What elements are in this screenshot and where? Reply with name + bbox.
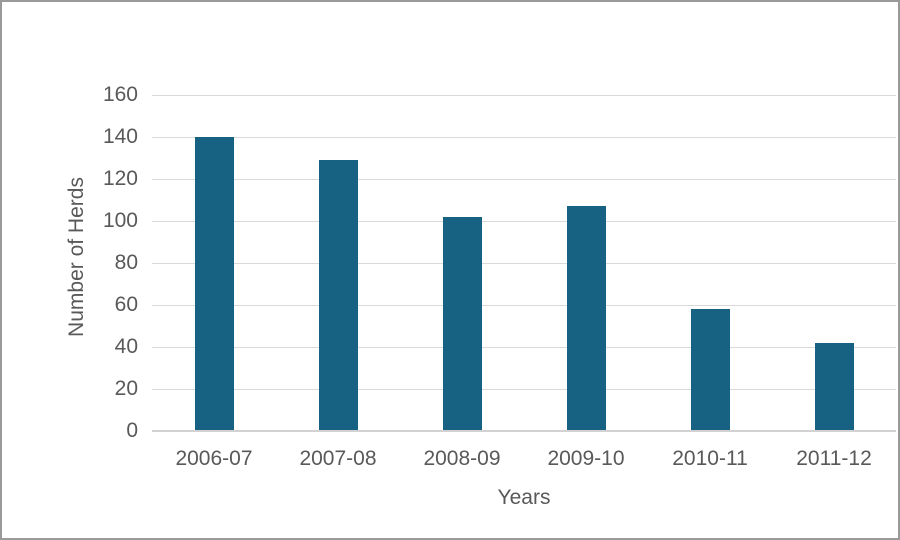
y-tick-label: 40 — [114, 335, 138, 358]
gridline — [152, 220, 896, 222]
x-tick-label: 2006-07 — [175, 447, 253, 470]
x-axis-line — [152, 430, 896, 432]
bar — [442, 216, 482, 431]
x-tick-label: 2010-11 — [672, 447, 748, 470]
gridline — [152, 178, 896, 180]
y-tick-label: 140 — [102, 125, 138, 148]
x-tick-label: 2007-08 — [299, 447, 377, 470]
bar — [318, 160, 358, 431]
y-tick-label: 100 — [102, 209, 138, 232]
bar — [814, 342, 854, 431]
bar — [566, 206, 606, 431]
bar — [194, 137, 234, 431]
gridline — [152, 346, 896, 348]
x-axis-title: Years — [497, 486, 551, 509]
x-tick-label: 2011-12 — [796, 447, 872, 470]
y-tick-label: 0 — [126, 419, 138, 442]
bar — [690, 309, 730, 431]
y-tick-label: 160 — [102, 83, 138, 106]
x-tick-label: 2009-10 — [547, 447, 625, 470]
gridline — [152, 136, 896, 138]
x-tick-label: 2008-09 — [423, 447, 501, 470]
y-tick-label: 60 — [114, 293, 138, 316]
y-tick-label: 120 — [102, 167, 138, 190]
y-tick-label: 80 — [114, 251, 138, 274]
gridline — [152, 262, 896, 264]
gridline — [152, 94, 896, 96]
gridline — [152, 304, 896, 306]
gridline — [152, 388, 896, 390]
y-tick-label: 20 — [114, 377, 138, 400]
